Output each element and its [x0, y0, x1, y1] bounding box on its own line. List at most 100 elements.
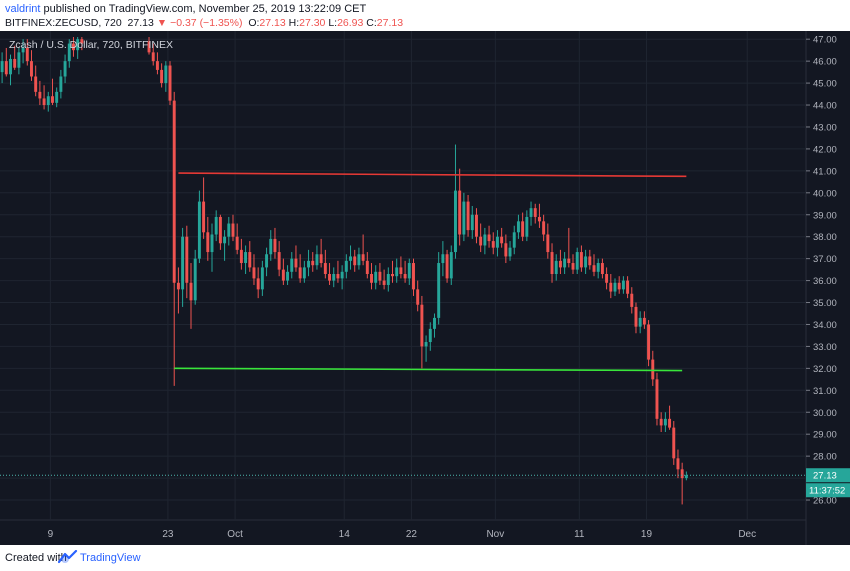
ohlc-line: BITFINEX:ZECUSD, 720 27.13 ▼ −0.37 (−1.3… — [5, 17, 403, 29]
candle-body — [307, 260, 311, 268]
candle-body — [197, 201, 201, 259]
candle-body — [260, 267, 264, 290]
time-tick-label: Nov — [486, 529, 504, 540]
candle-body — [403, 274, 407, 279]
close-value: 27.13 — [376, 17, 404, 29]
candle-body — [571, 263, 575, 270]
candle-body — [67, 43, 71, 62]
candle-body — [344, 260, 348, 272]
time-tick-label: 11 — [574, 529, 585, 540]
candle-body — [38, 91, 42, 99]
candle-body — [437, 263, 441, 318]
candle-body — [353, 256, 357, 266]
candle-body — [349, 256, 352, 261]
candle-body — [462, 201, 466, 235]
candle-body — [445, 254, 449, 279]
price-badges: 27.13 11:37:52 — [806, 468, 850, 498]
candle-body — [315, 254, 319, 266]
candle-body — [668, 418, 672, 428]
candle-body — [328, 274, 332, 281]
plot-area[interactable] — [0, 31, 806, 545]
price-tick-label: 46.00 — [813, 57, 837, 68]
candle-body — [470, 214, 474, 231]
time-tick-label: 9 — [48, 529, 54, 540]
candle-body — [185, 236, 189, 283]
price-tick-label: 35.00 — [813, 298, 837, 309]
price-tick-label: 36.00 — [813, 276, 837, 287]
candle-body — [281, 269, 285, 281]
candle-body — [25, 47, 29, 62]
candle-body — [239, 249, 243, 264]
candle-body — [584, 256, 588, 268]
candle-body — [277, 252, 281, 270]
chart-header: valdrint published on TradingView.com, N… — [0, 0, 850, 31]
symbol-label: BITFINEX:ZECUSD, 720 — [5, 17, 122, 29]
candle-body — [613, 282, 617, 292]
price-axis[interactable] — [806, 31, 850, 545]
candle-body — [17, 52, 21, 68]
price-tick-label: 38.00 — [813, 232, 837, 243]
candle-body — [424, 342, 428, 347]
price-tick-label: 32.00 — [813, 364, 837, 375]
candle-body — [550, 252, 554, 274]
candle-body — [80, 39, 84, 44]
candle-body — [420, 304, 424, 347]
publisher-line: valdrint published on TradingView.com, N… — [5, 3, 366, 15]
high-label: H: — [288, 17, 300, 29]
candle-body — [63, 61, 67, 77]
candle-body — [600, 263, 604, 274]
candle-body — [579, 252, 583, 268]
candle-body — [71, 43, 75, 51]
price-tick-labels: 26.0027.0028.0029.0030.0031.0032.0033.00… — [806, 35, 837, 507]
author-link[interactable]: valdrint — [5, 3, 41, 15]
candle-body — [449, 252, 453, 279]
candle-body — [176, 282, 180, 290]
price-tick-label: 37.00 — [813, 254, 837, 265]
candle-body — [323, 263, 327, 274]
candle-body — [34, 76, 38, 92]
candle-body — [302, 267, 306, 279]
countdown-badge-label: 11:37:52 — [809, 486, 845, 497]
open-label: O: — [248, 17, 260, 29]
candle-body — [193, 258, 197, 301]
candlestick-chart[interactable]: 26.0027.0028.0029.0030.0031.0032.0033.00… — [0, 31, 850, 545]
candle-body — [516, 221, 520, 233]
candle-body — [655, 379, 659, 419]
tradingview-brand-link[interactable]: TradingView — [80, 552, 141, 564]
candle-body — [596, 263, 600, 272]
price-tick-label: 47.00 — [813, 35, 837, 46]
candle-body — [567, 258, 571, 264]
support-line[interactable] — [174, 367, 683, 372]
candle-body — [248, 252, 252, 268]
candle-body — [378, 271, 382, 281]
candle-body — [290, 258, 294, 272]
candle-body — [256, 278, 260, 290]
candle-body — [474, 214, 478, 237]
candle-body — [630, 293, 634, 307]
candle-body — [533, 208, 537, 217]
footer: Created with TradingView — [0, 545, 850, 571]
candle-body — [647, 324, 651, 360]
candle-body — [311, 260, 315, 266]
candle-body — [634, 306, 638, 327]
candle-body — [286, 271, 290, 281]
time-tick-labels: 9 23 Oct 14 22 Nov 11 19 Dec — [48, 529, 757, 540]
price-tick-label: 33.00 — [813, 342, 837, 353]
candle-body — [294, 258, 298, 268]
candle-body — [21, 47, 25, 53]
resistance-line[interactable] — [178, 172, 687, 178]
candle-body — [521, 221, 525, 237]
change-value: −0.37 (−1.35%) — [170, 17, 243, 29]
candle-body — [466, 201, 470, 231]
candle-body — [399, 267, 403, 274]
candle-body — [59, 76, 63, 92]
price-tick-label: 29.00 — [813, 430, 837, 441]
candle-body — [332, 274, 336, 281]
candle-body — [155, 61, 159, 70]
candle-body — [206, 232, 210, 253]
candle-body — [546, 234, 550, 253]
candle-body — [46, 96, 50, 106]
candle-body — [340, 271, 344, 279]
candle-body — [680, 469, 684, 479]
price-tick-label: 40.00 — [813, 188, 837, 199]
